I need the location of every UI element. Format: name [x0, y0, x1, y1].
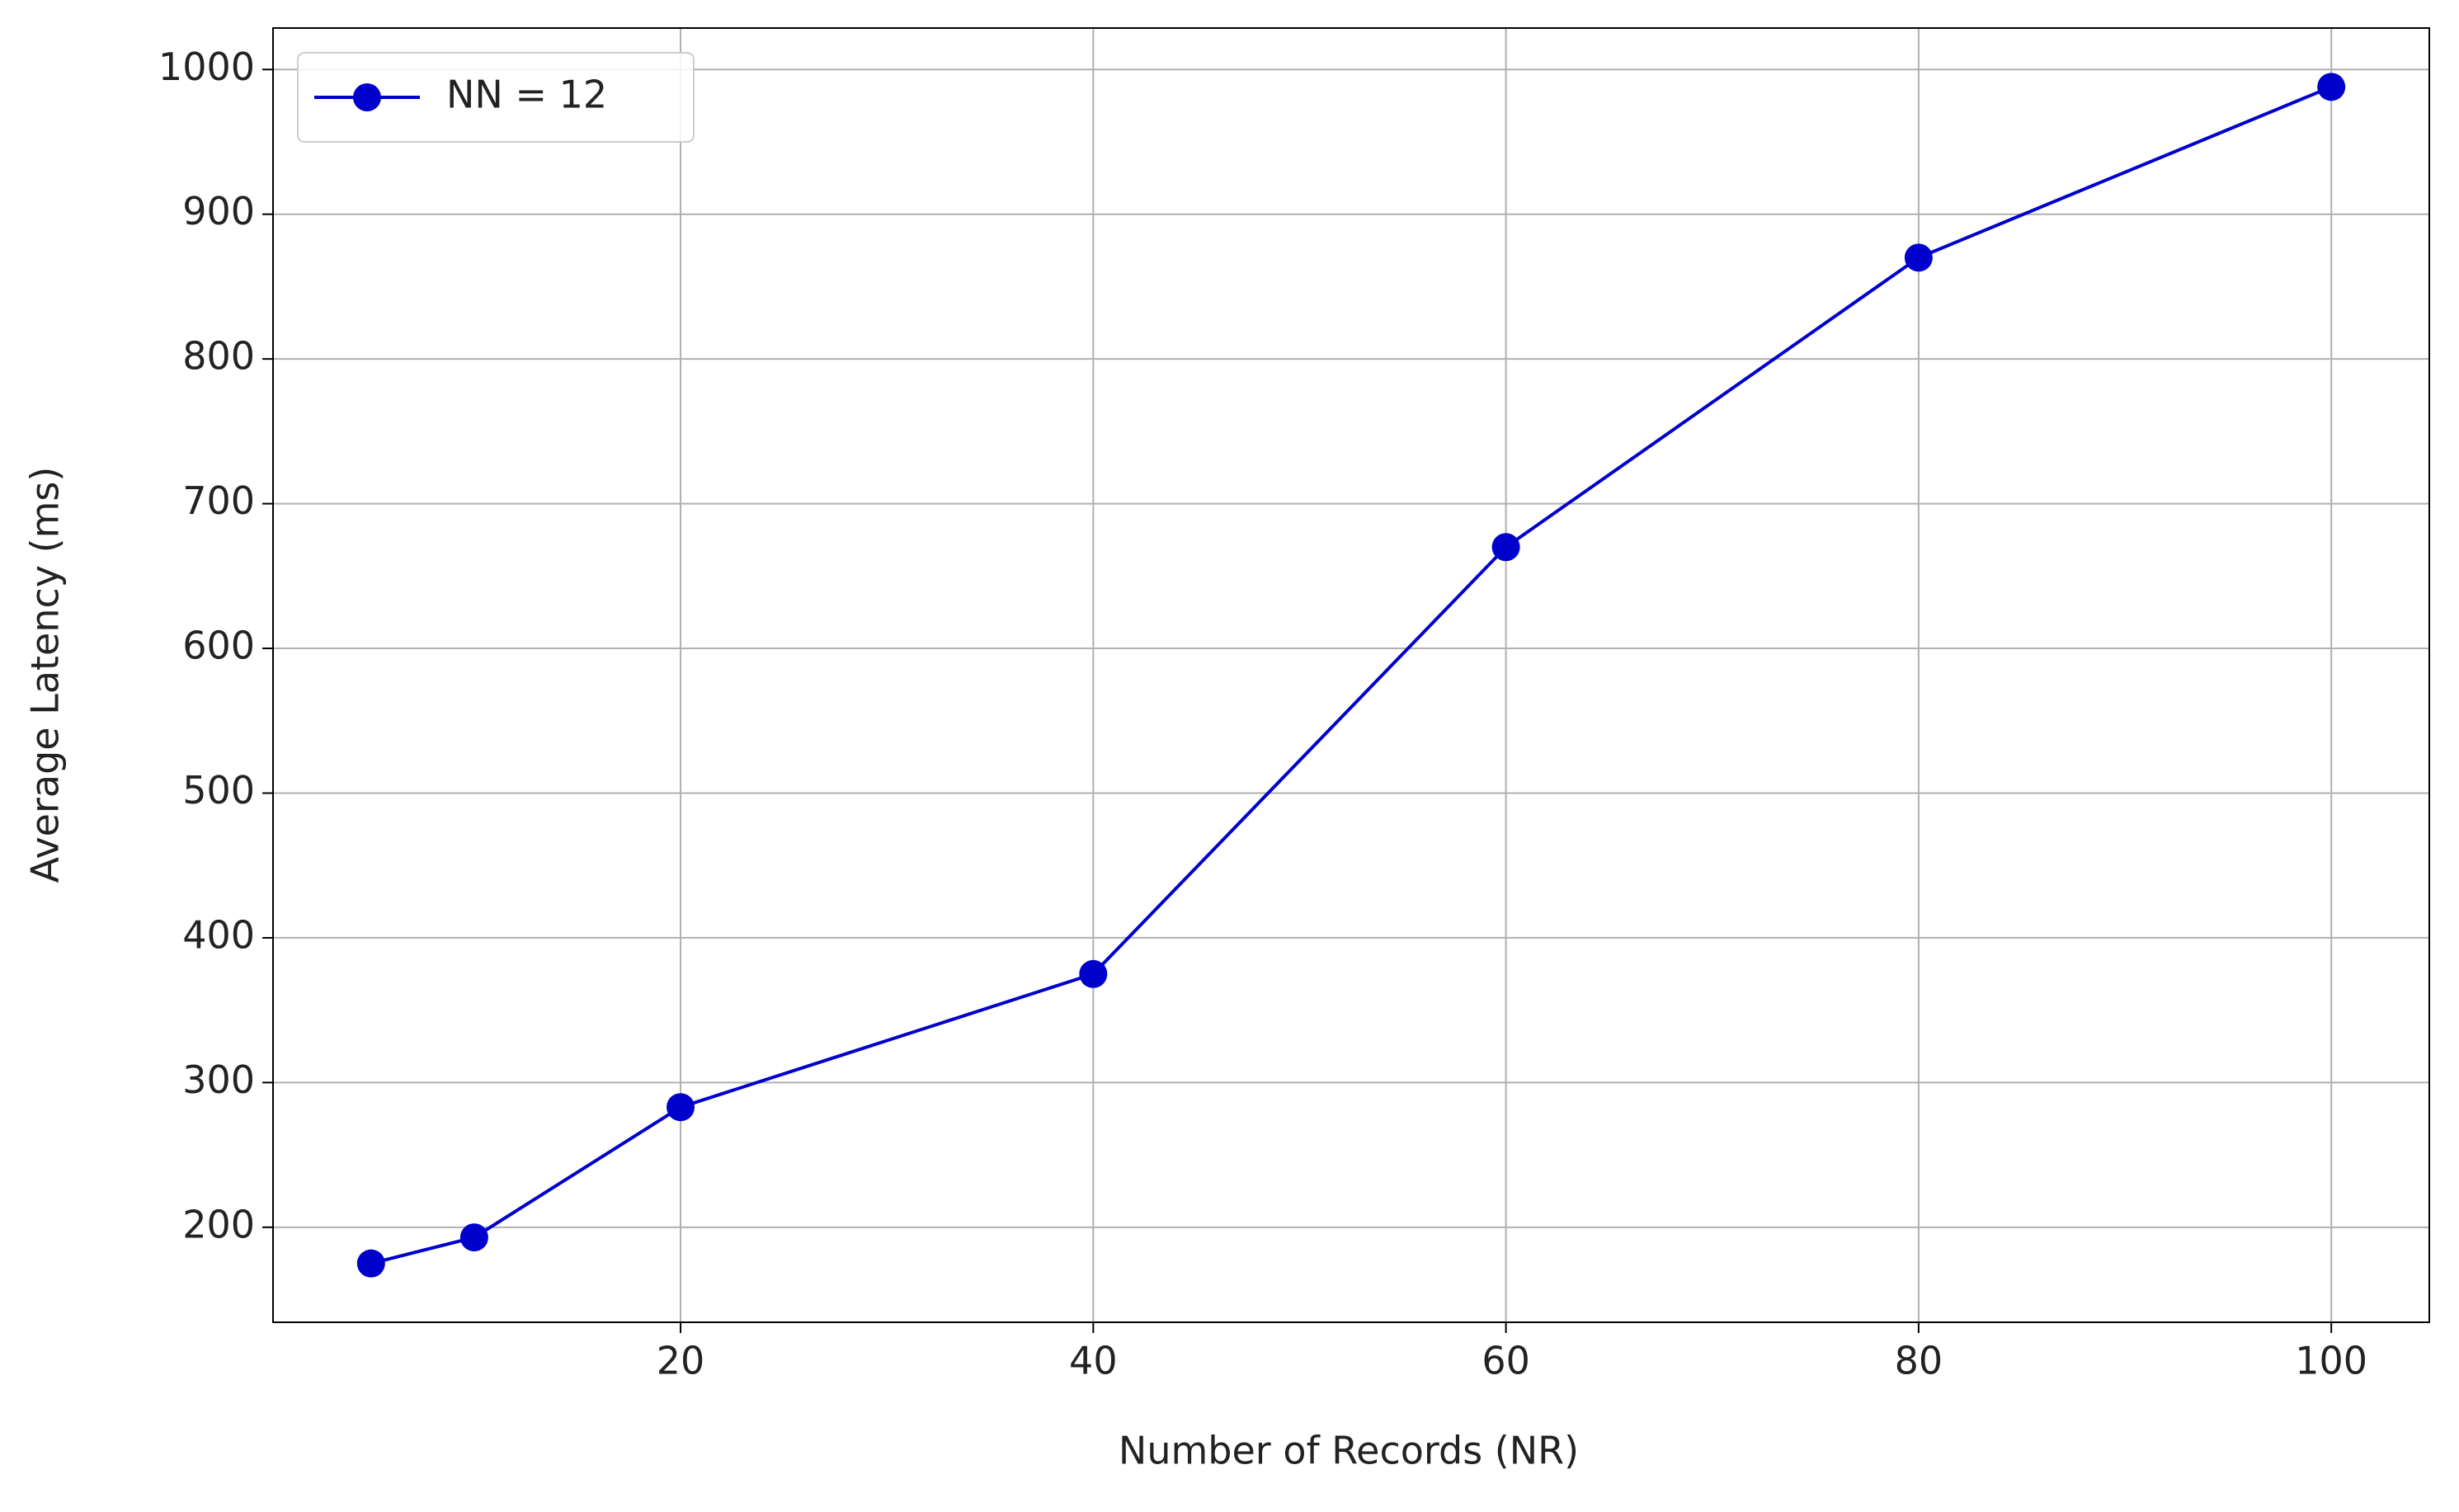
x-tick-label: 80 [1895, 1339, 1943, 1383]
y-tick-label: 600 [182, 624, 255, 668]
x-tick-label: 40 [1069, 1339, 1118, 1383]
data-point [356, 1249, 385, 1278]
y-tick-label: 200 [182, 1202, 255, 1246]
y-tick-label: 500 [182, 768, 255, 813]
y-tick-label: 900 [182, 189, 255, 233]
x-tick-label: 20 [657, 1339, 705, 1383]
legend-label: NN = 12 [446, 73, 607, 117]
y-tick-label: 300 [182, 1057, 255, 1102]
legend-marker [353, 83, 381, 111]
y-tick-label: 1000 [158, 45, 255, 89]
legend-box [297, 52, 695, 143]
data-point [1904, 243, 1933, 272]
x-tick-label: 60 [1482, 1339, 1530, 1383]
data-point [1079, 959, 1108, 988]
data-point [459, 1223, 488, 1252]
plot-frame [272, 27, 2430, 1323]
y-axis-label: Average Latency (ms) [23, 467, 68, 883]
data-point [2317, 73, 2346, 101]
legend: NN = 12 [297, 52, 695, 143]
data-point [1491, 533, 1520, 562]
series-line [370, 85, 2332, 1265]
x-axis-label: Number of Records (NR) [1119, 1429, 1579, 1473]
x-tick-label: 100 [2295, 1339, 2367, 1383]
y-tick-label: 400 [182, 912, 255, 957]
data-point [667, 1093, 695, 1122]
y-tick-label: 800 [182, 334, 255, 379]
y-tick-label: 700 [182, 478, 255, 523]
